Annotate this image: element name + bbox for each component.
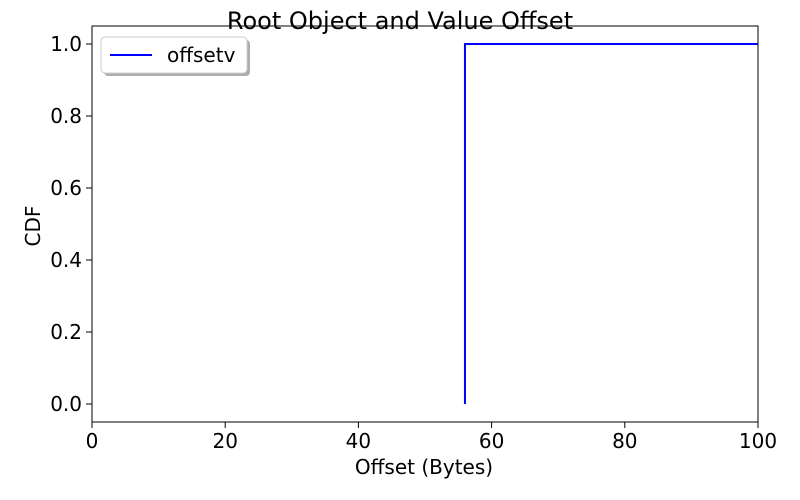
x-tick-label: 40 [346, 429, 371, 453]
x-tick-label: 60 [479, 429, 504, 453]
y-axis-label: CDF [21, 206, 45, 247]
y-tick-label: 0.8 [50, 104, 82, 128]
series-line-offsetv [463, 43, 758, 404]
y-tick-label: 0.0 [50, 392, 82, 416]
axes [91, 25, 759, 423]
y-tick-label: 0.6 [50, 176, 82, 200]
y-tick-label: 0.4 [50, 248, 82, 272]
x-tick-label: 100 [739, 429, 777, 453]
legend-label-offsetv: offsetv [167, 43, 236, 67]
legend: offsetv [100, 36, 250, 76]
ticks-layer: 0 20 40 60 80 100 0.0 0.2 0.4 0.6 0.8 1.0 [50, 32, 777, 453]
y-tick-label: 0.2 [50, 320, 82, 344]
x-tick-label: 0 [86, 429, 99, 453]
legend-box [100, 36, 248, 74]
x-tick-label: 20 [212, 429, 237, 453]
y-tick-label: 1.0 [50, 32, 82, 56]
series-layer [463, 43, 758, 404]
x-axis-label: Offset (Bytes) [355, 455, 493, 479]
x-tick-label: 80 [612, 429, 637, 453]
plot-frame [91, 25, 759, 423]
chart-title: Root Object and Value Offset [227, 7, 573, 35]
